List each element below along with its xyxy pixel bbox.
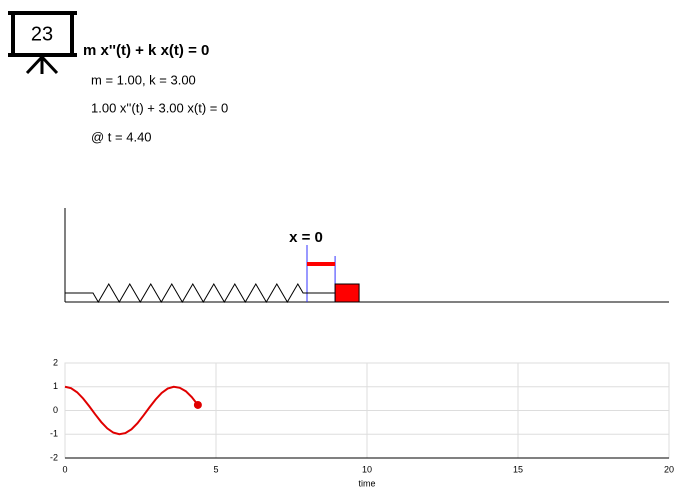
y-tick-label: 2 bbox=[53, 357, 58, 367]
x-tick-label: 20 bbox=[664, 464, 674, 474]
equation-instance: 1.00 x''(t) + 3.00 x(t) = 0 bbox=[91, 100, 228, 115]
x-tick-label: 5 bbox=[213, 464, 218, 474]
equilibrium-label: x = 0 bbox=[289, 229, 323, 246]
y-tick-label: 1 bbox=[53, 381, 58, 391]
badge-number: 23 bbox=[31, 23, 53, 45]
badge-icon: 23 bbox=[8, 11, 77, 75]
time-label: @ t = 4.40 bbox=[91, 129, 152, 144]
x-tick-label: 10 bbox=[362, 464, 372, 474]
equation-params: m = 1.00, k = 3.00 bbox=[91, 72, 196, 87]
plot: 0 5 10 15 20 -2 -1 0 1 2 time bbox=[50, 357, 674, 488]
y-tick-label: -1 bbox=[50, 429, 58, 439]
x-axis-label: time bbox=[358, 478, 375, 488]
current-point bbox=[193, 400, 202, 409]
y-tick-label: 0 bbox=[53, 405, 58, 415]
spring bbox=[65, 283, 336, 303]
spring-scene: x = 0 bbox=[64, 208, 669, 303]
y-tick-label: -2 bbox=[50, 452, 58, 462]
x-tick-label: 0 bbox=[62, 464, 67, 474]
curve bbox=[64, 385, 199, 436]
x-tick-label: 15 bbox=[513, 464, 523, 474]
equation-title: m x''(t) + k x(t) = 0 bbox=[83, 42, 209, 59]
mass bbox=[334, 283, 360, 303]
